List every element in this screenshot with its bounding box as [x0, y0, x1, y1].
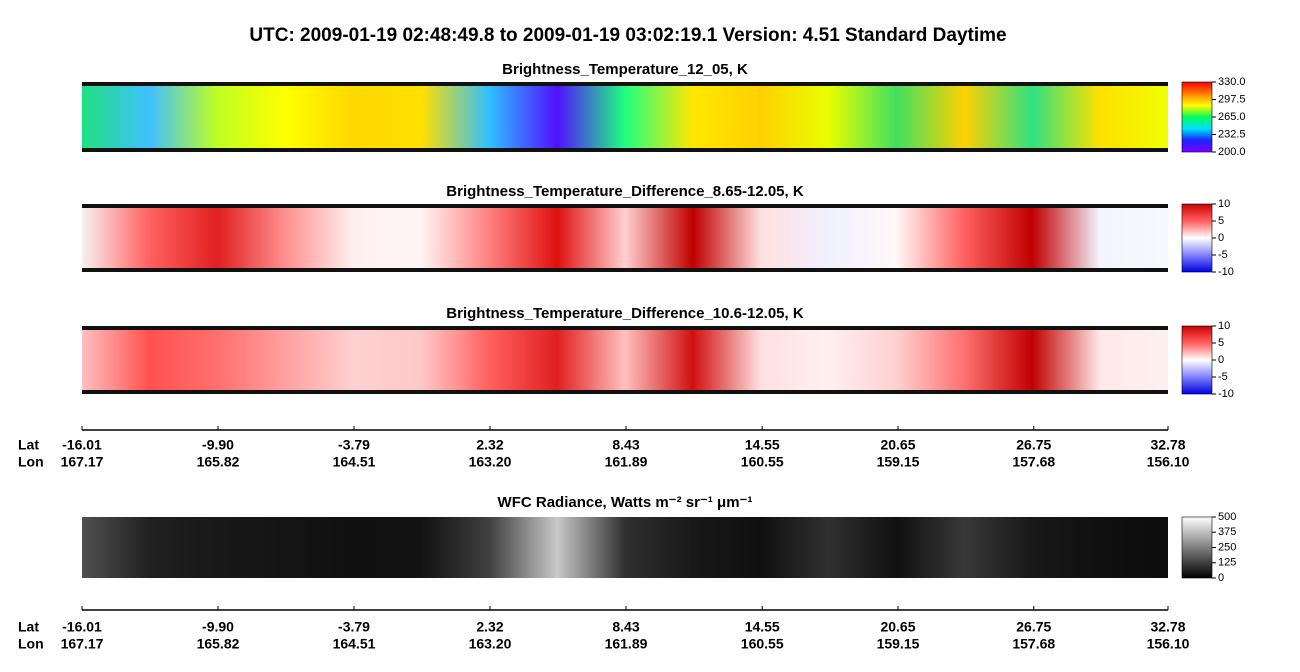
swath-image — [82, 82, 1168, 152]
lat-tick-label: 2.32 — [476, 437, 503, 453]
panel-title: WFC Radiance, Watts m⁻² sr⁻¹ μm⁻¹ — [498, 494, 753, 511]
lon-tick-label: 159.15 — [877, 636, 920, 652]
lon-tick-label: 163.20 — [469, 454, 512, 470]
lon-label: Lon — [18, 636, 44, 652]
colorbar-tick-label: 5 — [1218, 337, 1224, 349]
lat-tick-label: 8.43 — [612, 619, 639, 635]
panel-title: Brightness_Temperature_12_05, K — [502, 61, 748, 78]
swath-edge — [82, 148, 1168, 152]
swath-image — [82, 517, 1168, 578]
lon-tick-label: 167.17 — [61, 454, 104, 470]
swath-image — [82, 204, 1168, 272]
lat-tick-label: 26.75 — [1016, 437, 1051, 453]
colorbar-tick-label: 297.5 — [1218, 93, 1246, 105]
swath-edge — [82, 326, 1168, 330]
colorbar-tick-label: 5 — [1218, 215, 1224, 227]
lon-tick-label: 167.17 — [61, 636, 104, 652]
lat-tick-label: -9.90 — [202, 619, 234, 635]
lon-tick-label: 161.89 — [605, 636, 648, 652]
swath-edge — [82, 82, 1168, 86]
lat-tick-label: 32.78 — [1150, 437, 1185, 453]
lat-tick-label: 20.65 — [880, 437, 915, 453]
colorbar-tick-label: 0 — [1218, 572, 1224, 584]
lat-tick-label: 14.55 — [745, 437, 780, 453]
colorbar-tick-label: 125 — [1218, 557, 1236, 569]
colorbar-tick-label: 330.0 — [1218, 76, 1246, 88]
swath-image — [82, 326, 1168, 394]
colorbar-tick-label: -10 — [1218, 388, 1234, 400]
lon-tick-label: 159.15 — [877, 454, 920, 470]
colorbar — [1181, 516, 1213, 579]
swath-edge — [82, 204, 1168, 208]
colorbar-tick-label: 375 — [1218, 526, 1236, 538]
lon-tick-label: 164.51 — [333, 454, 376, 470]
lon-tick-label: 157.68 — [1012, 454, 1055, 470]
lat-tick-label: -3.79 — [338, 437, 370, 453]
lat-label: Lat — [18, 437, 39, 453]
lat-tick-label: 20.65 — [880, 619, 915, 635]
colorbar-tick-label: 10 — [1218, 320, 1230, 332]
lat-label: Lat — [18, 619, 39, 635]
colorbar-tick-label: 265.0 — [1218, 111, 1246, 123]
lat-tick-label: 2.32 — [476, 619, 503, 635]
lon-tick-label: 160.55 — [741, 636, 784, 652]
lat-tick-label: -3.79 — [338, 619, 370, 635]
lon-tick-label: 165.82 — [197, 636, 240, 652]
colorbar-tick-label: 250 — [1218, 541, 1236, 553]
lon-tick-label: 165.82 — [197, 454, 240, 470]
swath-edge — [82, 390, 1168, 394]
colorbar-tick-label: 232.5 — [1218, 128, 1246, 140]
main-title: UTC: 2009-01-19 02:48:49.8 to 2009-01-19… — [249, 25, 1006, 46]
colorbar-tick-label: -10 — [1218, 266, 1234, 278]
lon-tick-label: 161.89 — [605, 454, 648, 470]
lat-tick-label: 8.43 — [612, 437, 639, 453]
lon-tick-label: 157.68 — [1012, 636, 1055, 652]
colorbar — [1181, 325, 1213, 395]
colorbar-tick-label: 0 — [1218, 354, 1224, 366]
lon-tick-label: 156.10 — [1147, 636, 1190, 652]
colorbar-tick-label: -5 — [1218, 371, 1228, 383]
lat-tick-label: -9.90 — [202, 437, 234, 453]
colorbar — [1181, 203, 1213, 273]
lon-tick-label: 164.51 — [333, 636, 376, 652]
panel-title: Brightness_Temperature_Difference_10.6-1… — [446, 305, 804, 322]
lat-tick-label: 14.55 — [745, 619, 780, 635]
lon-tick-label: 163.20 — [469, 636, 512, 652]
lat-tick-label: 26.75 — [1016, 619, 1051, 635]
lat-tick-label: -16.01 — [62, 437, 102, 453]
colorbar-tick-label: 200.0 — [1218, 146, 1246, 158]
lon-tick-label: 160.55 — [741, 454, 784, 470]
lat-tick-label: -16.01 — [62, 619, 102, 635]
panel-title: Brightness_Temperature_Difference_8.65-1… — [446, 183, 804, 200]
lat-tick-label: 32.78 — [1150, 619, 1185, 635]
colorbar-tick-label: 10 — [1218, 198, 1230, 210]
colorbar-tick-label: 500 — [1218, 511, 1236, 523]
colorbar-tick-label: -5 — [1218, 249, 1228, 261]
lon-tick-label: 156.10 — [1147, 454, 1190, 470]
swath-edge — [82, 268, 1168, 272]
lon-label: Lon — [18, 454, 44, 470]
colorbar-tick-label: 0 — [1218, 232, 1224, 244]
colorbar — [1181, 81, 1213, 153]
